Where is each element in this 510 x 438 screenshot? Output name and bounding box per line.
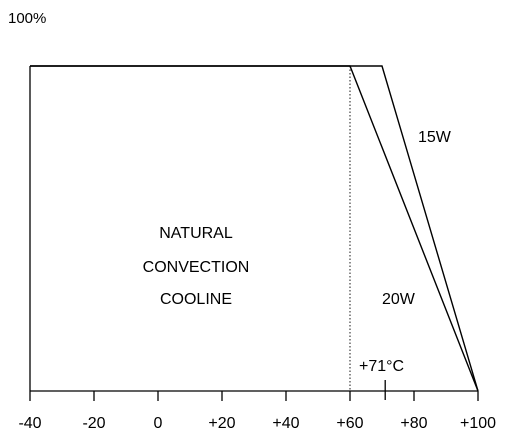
series-lines <box>30 65 479 392</box>
region-label-line: CONVECTION <box>143 259 250 276</box>
chart-frame <box>29 66 478 392</box>
region-label-line: NATURAL <box>159 225 233 242</box>
x-tick-label: +20 <box>208 415 235 432</box>
series-label-20w: 20W <box>382 291 416 308</box>
x-ticks: -40 -20 0 +20 +40 +60 +80 +100 <box>18 380 496 432</box>
x-tick-label: +40 <box>272 415 299 432</box>
series-label-15w: 15W <box>418 129 452 146</box>
chart-labels: 100% 15W 20W +71°C NATURAL CONVECTION COOLINE <box>8 10 452 375</box>
x-tick-label: 0 <box>154 415 163 432</box>
x-tick-label: -40 <box>18 415 41 432</box>
x-tick-label: +60 <box>336 415 363 432</box>
x-tick-label: +100 <box>460 415 496 432</box>
y-max-label: 100% <box>8 10 46 27</box>
marker-label: +71°C <box>359 358 404 375</box>
series-line-15w <box>30 65 479 392</box>
region-label-line: COOLINE <box>160 291 232 308</box>
x-tick-label: -20 <box>82 415 105 432</box>
series-line-20w <box>30 65 479 392</box>
x-tick-label: +80 <box>400 415 427 432</box>
